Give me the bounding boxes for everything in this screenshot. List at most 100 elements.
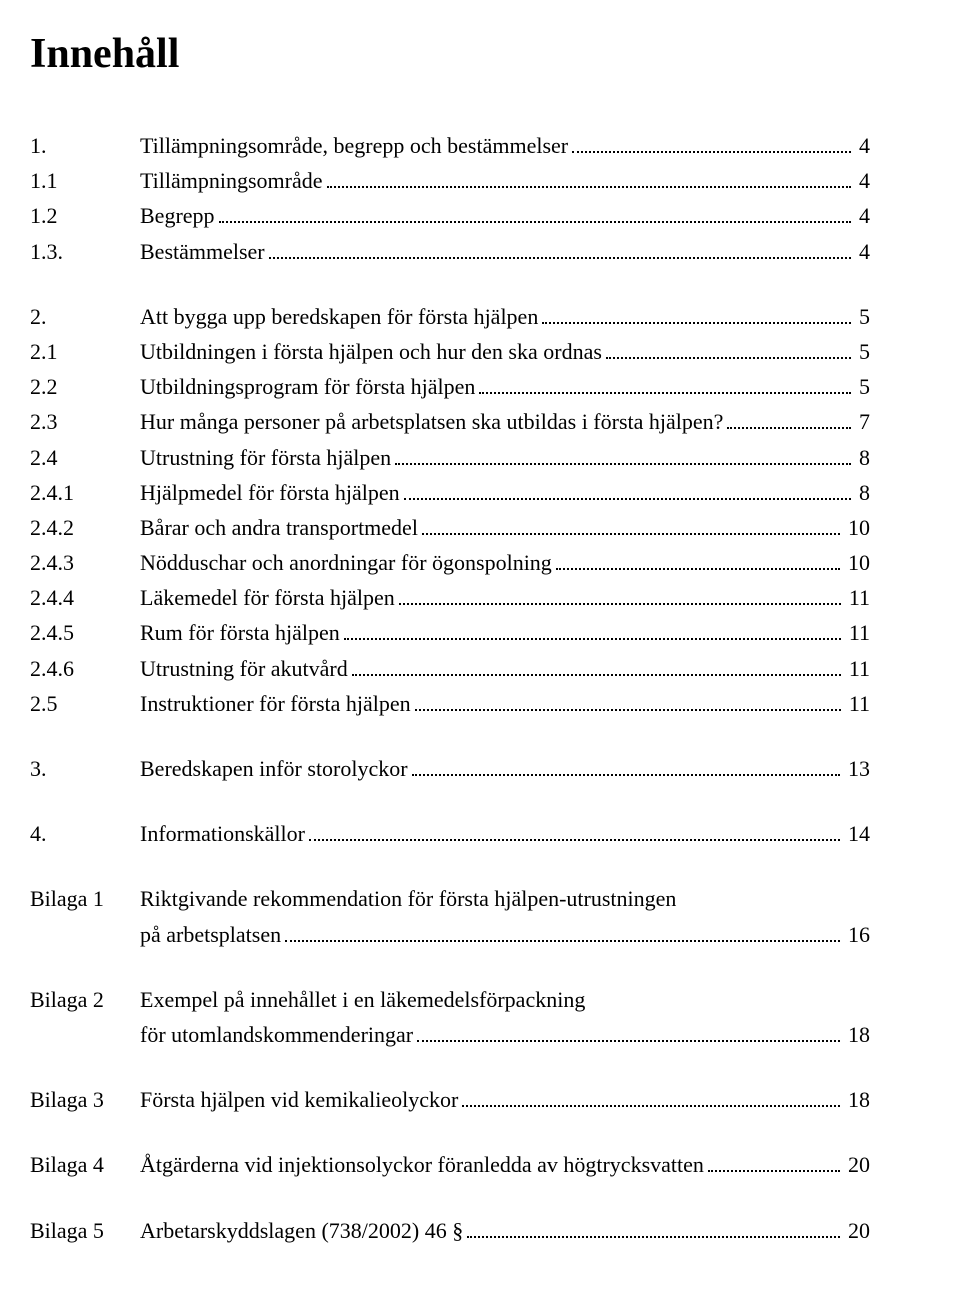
toc-entry-title: Instruktioner för första hjälpen: [140, 686, 411, 721]
toc-leader: [404, 478, 851, 500]
toc-entry: 1.1Tillämpningsområde4: [30, 163, 870, 198]
toc-entry-title-wrap: Beredskapen inför storolyckor: [140, 751, 844, 786]
toc-leader: [327, 166, 851, 188]
toc-entry-page: 11: [845, 651, 870, 686]
toc-entry-title: Tillämpningsområde, begrepp och bestämme…: [140, 128, 568, 163]
toc-entry-number: 2.4: [30, 440, 140, 475]
toc-entry-title: Hjälpmedel för första hjälpen: [140, 475, 400, 510]
toc-entry-continuation: på arbetsplatsen16: [30, 917, 870, 952]
toc-leader: [344, 619, 841, 641]
toc-entry-title-wrap: Rum för första hjälpen: [140, 615, 845, 650]
toc-entry-page: 11: [845, 686, 870, 721]
toc-entry-title-wrap: Tillämpningsområde: [140, 163, 855, 198]
toc-entry-title-wrap: för utomlandskommenderingar: [140, 1017, 844, 1052]
toc-entry-title-wrap: Utbildningsprogram för första hjälpen: [140, 369, 855, 404]
toc-entry-title: Att bygga upp beredskapen för första hjä…: [140, 299, 538, 334]
toc-entry-title-wrap: Instruktioner för första hjälpen: [140, 686, 845, 721]
toc-leader: [412, 754, 840, 776]
toc-entry-title-wrap: Utbildningen i första hjälpen och hur de…: [140, 334, 855, 369]
toc-entry-title: Utbildningsprogram för första hjälpen: [140, 369, 475, 404]
toc-entry-number: 1.1: [30, 163, 140, 198]
toc-entry-number: Bilaga 4: [30, 1147, 140, 1182]
toc-entry-page: 5: [855, 369, 870, 404]
toc-entry-page: 4: [855, 198, 870, 233]
page-title: Innehåll: [30, 30, 870, 78]
toc-block: 4.Informationskällor14: [30, 816, 870, 851]
toc-entry-number: 2.1: [30, 334, 140, 369]
toc-entry-number: 3.: [30, 751, 140, 786]
toc-block: Bilaga 2Exempel på innehållet i en läkem…: [30, 982, 870, 1052]
toc-entry-page: 8: [855, 475, 870, 510]
toc-entry-number: 2.4.5: [30, 615, 140, 650]
toc-entry-number: 1.2: [30, 198, 140, 233]
toc-entry-page: 16: [844, 917, 870, 952]
toc-entry-title: Utbildningen i första hjälpen och hur de…: [140, 334, 602, 369]
toc-entry-number: 2.4.4: [30, 580, 140, 615]
toc-leader: [422, 513, 840, 535]
toc-entry: 2.3Hur många personer på arbetsplatsen s…: [30, 404, 870, 439]
toc-entry-title: Första hjälpen vid kemikalieolyckor: [140, 1082, 458, 1117]
toc-entry: Bilaga 2Exempel på innehållet i en läkem…: [30, 982, 870, 1017]
toc-leader: [727, 408, 851, 430]
toc-entry-number: 2.5: [30, 686, 140, 721]
toc-leader: [352, 654, 841, 676]
toc-entry-page: 4: [855, 234, 870, 269]
toc-entry-title-wrap: Bestämmelser: [140, 234, 855, 269]
toc-entry: 2.4.1Hjälpmedel för första hjälpen 8: [30, 475, 870, 510]
toc-entry-title-wrap: Utrustning för akutvård: [140, 651, 845, 686]
toc-entry-title-wrap: Informationskällor: [140, 816, 844, 851]
toc-entry-title: Utrustning för första hjälpen: [140, 440, 391, 475]
toc-entry: 2.5Instruktioner för första hjälpen 11: [30, 686, 870, 721]
toc-entry: Bilaga 1Riktgivande rekommendation för f…: [30, 881, 870, 916]
toc-entry-number: 2.: [30, 299, 140, 334]
toc-entry-number: 1.: [30, 128, 140, 163]
toc-entry-page: 13: [844, 751, 870, 786]
toc-entry-page: 10: [844, 545, 870, 580]
toc-block: 1.Tillämpningsområde, begrepp och bestäm…: [30, 128, 870, 269]
toc-leader: [542, 302, 851, 324]
toc-entry: 2.4Utrustning för första hjälpen8: [30, 440, 870, 475]
toc-block: 2.Att bygga upp beredskapen för första h…: [30, 299, 870, 721]
toc-entry-number: 2.4.1: [30, 475, 140, 510]
toc-entry-page: 11: [845, 615, 870, 650]
toc-entry-title-wrap: Första hjälpen vid kemikalieolyckor: [140, 1082, 844, 1117]
toc-leader: [395, 443, 851, 465]
toc-entry: Bilaga 3Första hjälpen vid kemikalieolyc…: [30, 1082, 870, 1117]
toc-entry-title-wrap: Åtgärderna vid injektionsolyckor föranle…: [140, 1147, 844, 1182]
toc-entry-title: Rum för första hjälpen: [140, 615, 340, 650]
toc-entry-number: 1.3.: [30, 234, 140, 269]
toc-entry-title: Riktgivande rekommendation för första hj…: [140, 881, 676, 916]
toc-entry: 3.Beredskapen inför storolyckor13: [30, 751, 870, 786]
toc-entry-title-wrap: Hur många personer på arbetsplatsen ska …: [140, 404, 855, 439]
toc-entry-title-wrap: Att bygga upp beredskapen för första hjä…: [140, 299, 855, 334]
toc-entry-title-wrap: Utrustning för första hjälpen: [140, 440, 855, 475]
toc-entry-title: Exempel på innehållet i en läkemedelsför…: [140, 982, 585, 1017]
toc-entry: 2.4.6Utrustning för akutvård11: [30, 651, 870, 686]
toc-leader: [399, 583, 841, 605]
toc-entry-title: Bestämmelser: [140, 234, 265, 269]
toc-leader: [417, 1020, 840, 1042]
toc-entry-page: 4: [855, 128, 870, 163]
toc-entry-number: 2.2: [30, 369, 140, 404]
toc-entry-page: 18: [844, 1017, 870, 1052]
toc-entry-title: Hur många personer på arbetsplatsen ska …: [140, 404, 723, 439]
toc-entry-number: 4.: [30, 816, 140, 851]
toc-entry-title-wrap: Riktgivande rekommendation för första hj…: [140, 881, 870, 916]
toc-leader: [479, 372, 851, 394]
toc-entry: 2.4.2Bårar och andra transportmedel10: [30, 510, 870, 545]
toc-entry: 2.4.4Läkemedel för första hjälpen11: [30, 580, 870, 615]
toc-entry-title: Nödduschar och anordningar för ögonspoln…: [140, 545, 552, 580]
toc-leader: [606, 337, 851, 359]
toc-leader: [556, 548, 840, 570]
toc-entry-page: 20: [844, 1147, 870, 1182]
toc-block: Bilaga 5Arbetarskyddslagen (738/2002) 46…: [30, 1213, 870, 1248]
toc-leader: [269, 237, 851, 259]
toc-entry: 2.2Utbildningsprogram för första hjälpen…: [30, 369, 870, 404]
toc-entry-number: Bilaga 2: [30, 982, 140, 1017]
toc-entry-number: Bilaga 5: [30, 1213, 140, 1248]
toc-leader: [462, 1085, 840, 1107]
toc-entry: 2.4.3Nödduschar och anordningar för ögon…: [30, 545, 870, 580]
toc-block: 3.Beredskapen inför storolyckor13: [30, 751, 870, 786]
toc-entry-title: Begrepp: [140, 198, 215, 233]
toc-entry-page: 20: [844, 1213, 870, 1248]
